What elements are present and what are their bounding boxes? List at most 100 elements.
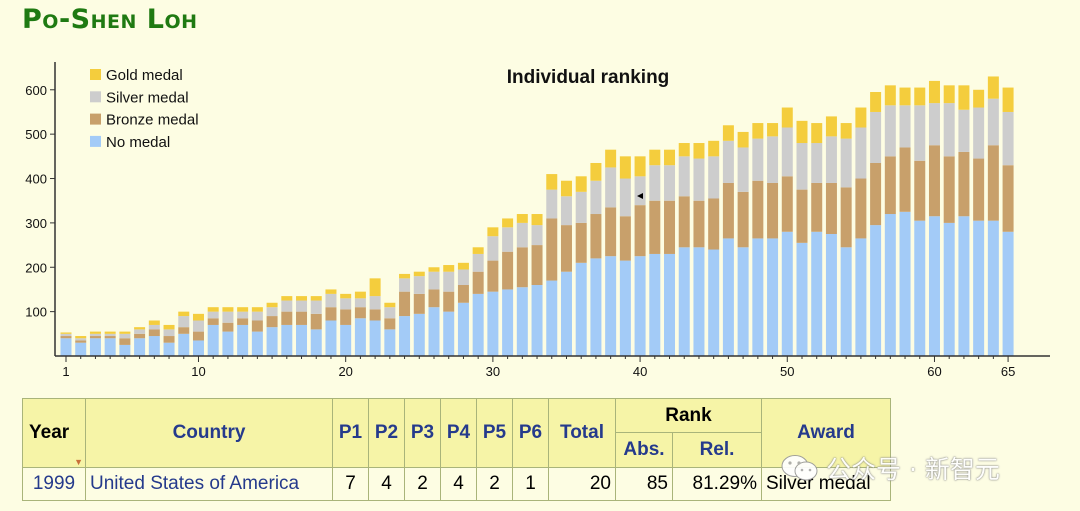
bar-segment-bronze-medal-38: [605, 207, 617, 257]
y-tick-label: 600: [25, 83, 47, 98]
bar-segment-no-medal-18: [310, 329, 322, 356]
bar-segment-no-medal-57: [884, 214, 896, 356]
bar-segment-gold-medal-6: [134, 327, 146, 330]
p1-score: 7: [332, 467, 369, 501]
mouse-cursor-icon: [637, 193, 643, 199]
bar-segment-gold-medal-58: [899, 87, 911, 106]
bar-segment-gold-medal-11: [207, 307, 219, 312]
bar-segment-no-medal-46: [722, 238, 734, 356]
bar-segment-bronze-medal-16: [281, 311, 293, 325]
p5-header: P5: [476, 398, 513, 468]
bar-segment-gold-medal-40: [634, 156, 646, 177]
watermark-text: 公众号 · 新智元: [826, 455, 1000, 484]
bar-segment-no-medal-16: [281, 324, 293, 356]
year-link[interactable]: 1999: [22, 467, 86, 501]
p1-header: P1: [332, 398, 369, 468]
bar-segment-gold-medal-54: [840, 123, 852, 139]
bar-segment-gold-medal-23: [384, 302, 396, 308]
x-tick-label: 30: [486, 364, 500, 379]
bar-segment-silver-medal-47: [737, 147, 749, 192]
p2-header: P2: [368, 398, 405, 468]
bar-segment-bronze-medal-47: [737, 191, 749, 248]
bar-segment-no-medal-6: [134, 338, 146, 356]
bar-segment-no-medal-36: [575, 262, 587, 356]
bar-segment-gold-medal-59: [914, 87, 926, 106]
bar-segment-bronze-medal-41: [649, 200, 661, 254]
bar-segment-silver-medal-1: [60, 333, 72, 337]
bar-segment-silver-medal-59: [914, 105, 926, 161]
bar-segment-silver-medal-29: [472, 253, 484, 272]
bar-segment-bronze-medal-18: [310, 313, 322, 330]
bar-segment-silver-medal-53: [825, 136, 837, 183]
bar-segment-gold-medal-37: [590, 162, 602, 181]
bar-segment-gold-medal-12: [222, 307, 234, 312]
bar-segment-bronze-medal-61: [943, 156, 955, 223]
bar-segment-bronze-medal-20: [340, 309, 352, 325]
bar-segment-no-medal-32: [516, 287, 528, 356]
bar-segment-silver-medal-28: [457, 269, 469, 286]
country-link[interactable]: United States of America: [85, 467, 333, 501]
bar-segment-gold-medal-2: [75, 336, 87, 339]
bar-segment-bronze-medal-57: [884, 156, 896, 215]
x-tick-label: 40: [633, 364, 647, 379]
bar-segment-no-medal-47: [737, 247, 749, 356]
bar-segment-no-medal-40: [634, 256, 646, 356]
bar-segment-silver-medal-21: [354, 298, 366, 308]
bar-segment-silver-medal-33: [531, 225, 543, 246]
bar-segment-gold-medal-42: [664, 149, 676, 166]
bar-segment-no-medal-33: [531, 285, 543, 356]
bar-segment-no-medal-3: [89, 338, 101, 356]
bar-segment-gold-medal-15: [266, 302, 278, 308]
bar-segment-bronze-medal-58: [899, 147, 911, 212]
bar-segment-bronze-medal-25: [413, 293, 425, 314]
bar-segment-gold-medal-46: [722, 125, 734, 141]
bar-segment-bronze-medal-12: [222, 322, 234, 332]
bar-segment-gold-medal-1: [60, 332, 72, 334]
bar-segment-silver-medal-19: [325, 293, 337, 308]
bar-segment-gold-medal-3: [89, 331, 101, 334]
bar-segment-silver-medal-7: [148, 324, 160, 330]
page-title: Po-Shen Loh: [22, 4, 198, 35]
bar-segment-bronze-medal-64: [987, 145, 999, 221]
bar-segment-silver-medal-20: [340, 298, 352, 310]
bar-segment-bronze-medal-50: [781, 176, 793, 232]
bar-segment-gold-medal-36: [575, 176, 587, 192]
bar-segment-no-medal-10: [192, 340, 204, 356]
bar-segment-gold-medal-18: [310, 296, 322, 301]
bar-segment-no-medal-37: [590, 258, 602, 356]
bar-segment-silver-medal-46: [722, 140, 734, 183]
bar-segment-no-medal-5: [119, 344, 131, 356]
p4-header: P4: [440, 398, 477, 468]
p6-score: 1: [512, 467, 549, 501]
bar-segment-silver-medal-63: [973, 107, 985, 159]
bar-segment-no-medal-31: [502, 289, 514, 356]
bar-segment-gold-medal-22: [369, 278, 381, 297]
sort-arrow-icon[interactable]: ▼: [74, 457, 83, 467]
bar-segment-bronze-medal-5: [119, 338, 131, 345]
bar-segment-gold-medal-50: [781, 107, 793, 128]
year-header[interactable]: Year ▼: [22, 398, 86, 468]
bar-segment-no-medal-35: [560, 271, 572, 356]
bar-segment-no-medal-12: [222, 331, 234, 356]
legend-swatch-silver-medal: [90, 91, 101, 103]
bar-segment-gold-medal-33: [531, 214, 543, 226]
bar-segment-silver-medal-6: [134, 329, 146, 334]
bar-segment-no-medal-52: [811, 231, 823, 356]
bar-segment-bronze-medal-17: [296, 311, 308, 325]
bar-segment-bronze-medal-45: [708, 198, 720, 250]
bar-segment-bronze-medal-55: [855, 178, 867, 239]
bar-segment-bronze-medal-13: [237, 318, 249, 325]
x-tick-label: 10: [191, 364, 205, 379]
bar-segment-bronze-medal-60: [928, 145, 940, 217]
x-tick-label: 50: [780, 364, 794, 379]
bar-segment-silver-medal-4: [104, 333, 116, 337]
bar-segment-gold-medal-53: [825, 116, 837, 137]
bar-segment-no-medal-9: [178, 333, 190, 356]
bar-segment-no-medal-29: [472, 293, 484, 356]
bar-segment-gold-medal-19: [325, 289, 337, 294]
bar-segment-bronze-medal-14: [251, 320, 263, 332]
bar-segment-no-medal-64: [987, 220, 999, 356]
bar-segment-no-medal-53: [825, 233, 837, 356]
bar-segment-bronze-medal-36: [575, 222, 587, 263]
bar-segment-bronze-medal-26: [428, 289, 440, 308]
